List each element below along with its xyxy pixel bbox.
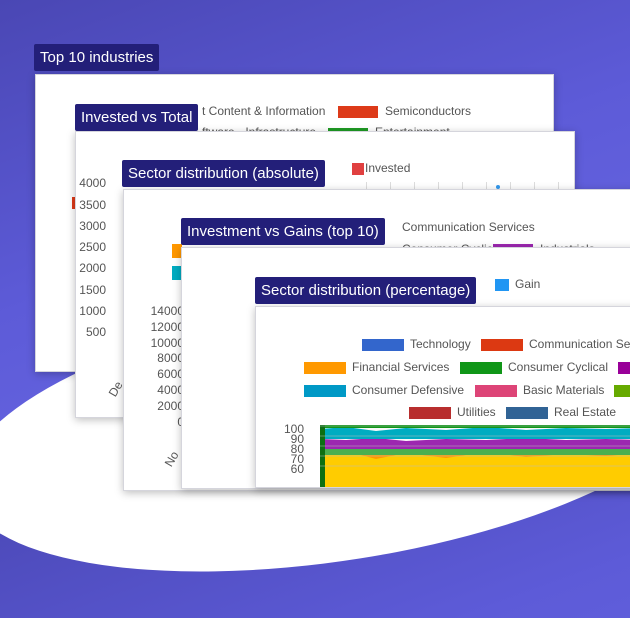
y-tick: 100 <box>283 422 304 436</box>
y-tick: 1500 <box>79 283 106 297</box>
legend-swatch-basic-materials <box>475 385 517 397</box>
investment-vs-gains-title: Investment vs Gains (top 10) <box>181 218 385 245</box>
y-tick: 60 <box>290 462 304 476</box>
legend-swatch-consumer-cyclical <box>460 362 502 374</box>
sector-percentage-title: Sector distribution (percentage) <box>255 277 477 304</box>
y-tick: 14000 <box>150 304 184 318</box>
stacked-area-chart <box>320 425 630 487</box>
legend-swatch-financial-services <box>304 362 346 374</box>
y-tick: 0 <box>144 415 184 429</box>
y-tick: 3500 <box>79 198 106 212</box>
y-tick: 2000 <box>79 261 106 275</box>
y-tick: 12000 <box>150 320 184 334</box>
y-tick: 500 <box>85 325 106 339</box>
bar-fragment <box>72 197 77 209</box>
legend-label-gain: Gain <box>515 277 541 291</box>
legend-swatch-real-estate <box>506 407 548 419</box>
legend-swatch-utilities <box>409 407 451 419</box>
legend-label-communication: Communication Se <box>529 337 630 351</box>
x-tick-label: No <box>161 448 182 470</box>
y-tick: 80 <box>290 442 304 456</box>
legend-label-content-information: t Content & Information <box>202 104 326 118</box>
legend-swatch-gain <box>495 279 509 291</box>
legend-swatch-semiconductors <box>338 106 378 118</box>
legend-swatch-communication <box>481 339 523 351</box>
grid-fragment <box>366 182 574 192</box>
top10-industries-title: Top 10 industries <box>34 44 160 71</box>
y-tick: 3000 <box>79 219 106 233</box>
legend-swatch-teal <box>172 266 182 280</box>
legend-label-technology: Technology <box>410 337 471 351</box>
legend-label-utilities: Utilities <box>457 405 496 419</box>
y-tick: 4000 <box>157 383 184 397</box>
legend-swatch-green-extra <box>614 385 630 397</box>
legend-label-real-estate: Real Estate <box>554 405 617 419</box>
y-tick: 6000 <box>157 367 184 381</box>
legend-label-basic-materials: Basic Materials <box>523 383 605 397</box>
legend-swatch-invested <box>352 163 364 175</box>
invested-vs-total-title: Invested vs Total <box>75 104 199 131</box>
y-tick: 2500 <box>79 240 106 254</box>
y-tick: 2000 <box>157 399 184 413</box>
legend-label-semiconductors: Semiconductors <box>385 104 472 118</box>
y-tick: 10000 <box>150 336 184 350</box>
sector-absolute-title: Sector distribution (absolute) <box>122 160 325 187</box>
sector-percentage-card: Technology Communication Se Financial Se… <box>255 306 630 488</box>
legend-label-consumer-cyclical: Consumer Cyclical <box>508 360 609 374</box>
legend-label-invested: Invested <box>365 161 411 175</box>
legend-label-financial-services: Financial Services <box>352 360 450 374</box>
area-green-top <box>320 425 630 428</box>
grid-lines <box>320 425 630 467</box>
legend-swatch-purple <box>618 362 630 374</box>
legend-swatch-consumer-defensive <box>304 385 346 397</box>
legend-swatch-orange <box>172 244 182 258</box>
legend-swatch-technology <box>362 339 404 351</box>
legend-label-communication-services: Communication Services <box>402 220 535 234</box>
y-tick: 4000 <box>79 176 106 190</box>
data-point <box>496 185 500 189</box>
y-tick: 70 <box>290 452 304 466</box>
legend-label-consumer-defensive: Consumer Defensive <box>352 383 465 397</box>
y-tick: 90 <box>290 432 304 446</box>
y-tick: 1000 <box>79 304 106 318</box>
y-tick: 8000 <box>157 351 184 365</box>
